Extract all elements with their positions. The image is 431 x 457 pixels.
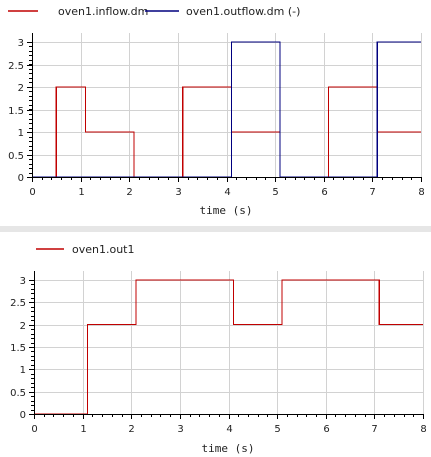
x-tick-label: 3 bbox=[175, 187, 181, 198]
x-tick-label: 6 bbox=[321, 187, 327, 198]
series-lines bbox=[34, 279, 423, 415]
y-tick-label: 1 bbox=[18, 128, 24, 139]
series-line-oven1-outflow-dm bbox=[32, 41, 421, 178]
x-tick-label: 8 bbox=[418, 187, 424, 198]
y-tick-label: 0 bbox=[18, 173, 24, 184]
y-tick-label: 0 bbox=[20, 410, 26, 421]
legend-label-outflow: oven1.outflow.dm (-) bbox=[186, 5, 300, 18]
series-lines bbox=[32, 41, 421, 178]
x-axis-title: time (s) bbox=[202, 442, 255, 455]
y-tick-label: 0.5 bbox=[8, 151, 24, 162]
y-tick-label: 2.5 bbox=[8, 61, 24, 72]
y-tick-label: 3 bbox=[20, 276, 26, 287]
legend: oven1.inflow.dm oven1.outflow.dm (-) bbox=[8, 5, 300, 18]
x-tick-label: 1 bbox=[80, 424, 86, 435]
tick-labels: 0 1 2 3 4 5 6 7 8 0 0.5 1 1.5 2 2.5 3 bbox=[8, 38, 425, 198]
x-tick-label: 4 bbox=[224, 187, 230, 198]
x-tick-label: 8 bbox=[420, 424, 426, 435]
x-tick-label: 5 bbox=[274, 424, 280, 435]
chart-bottom: oven1.out1 0 1 2 3 4 5 6 7 8 0 0.5 1 1.5 2 2.5 3 time (… bbox=[10, 243, 427, 455]
axes bbox=[29, 271, 424, 419]
y-tick-label: 2 bbox=[18, 83, 24, 94]
grid bbox=[32, 33, 422, 178]
y-tick-label: 2 bbox=[20, 321, 26, 332]
y-tick-label: 0.5 bbox=[10, 388, 26, 399]
tick-labels: 0 1 2 3 4 5 6 7 8 0 0.5 1 1.5 2 2.5 3 bbox=[10, 276, 427, 435]
x-tick-label: 4 bbox=[226, 424, 232, 435]
x-tick-label: 5 bbox=[272, 187, 278, 198]
y-tick-label: 3 bbox=[18, 38, 24, 49]
x-tick-label: 1 bbox=[78, 187, 84, 198]
legend-label-out1: oven1.out1 bbox=[72, 243, 135, 256]
legend: oven1.out1 bbox=[36, 243, 135, 256]
x-tick-label: 2 bbox=[126, 187, 132, 198]
axes bbox=[27, 33, 422, 182]
x-tick-label: 0 bbox=[29, 187, 35, 198]
y-tick-label: 1.5 bbox=[10, 343, 26, 354]
series-line-oven1-inflow-dm bbox=[32, 86, 421, 178]
x-tick-label: 2 bbox=[128, 424, 134, 435]
x-tick-label: 7 bbox=[371, 424, 377, 435]
y-tick-label: 2.5 bbox=[10, 298, 26, 309]
grid bbox=[34, 271, 424, 415]
legend-label-inflow: oven1.inflow.dm bbox=[58, 5, 148, 18]
x-axis-title: time (s) bbox=[200, 204, 253, 217]
x-tick-label: 0 bbox=[31, 424, 37, 435]
series-line-oven1-out1 bbox=[34, 279, 423, 415]
chart-top: oven1.inflow.dm oven1.outflow.dm (-) 0 1 2… bbox=[8, 5, 425, 217]
x-tick-label: 3 bbox=[177, 424, 183, 435]
x-tick-label: 6 bbox=[323, 424, 329, 435]
y-tick-label: 1 bbox=[20, 365, 26, 376]
x-tick-label: 7 bbox=[369, 187, 375, 198]
y-tick-label: 1.5 bbox=[8, 106, 24, 117]
panel-separator bbox=[0, 226, 431, 232]
